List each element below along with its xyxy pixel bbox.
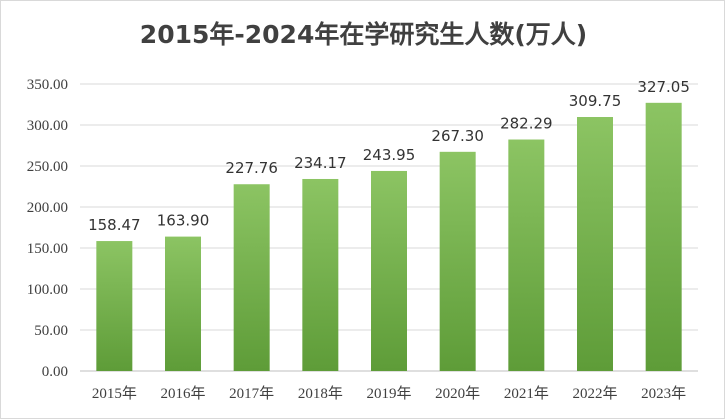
y-tick-label: 250.00	[27, 159, 68, 175]
bar	[645, 102, 682, 371]
x-tick-label: 2018年	[298, 385, 343, 402]
bar	[165, 236, 201, 371]
x-tick-label: 2023年	[641, 385, 686, 402]
bar	[577, 117, 613, 371]
y-tick-label: 50.00	[34, 323, 68, 339]
x-tick-label: 2017年	[229, 385, 274, 402]
y-tick-label: 150.00	[27, 241, 68, 257]
x-axis-ticks: 2015年 2016年 2017年 2018年 2019年 2020年 2021年 2022年…	[92, 385, 686, 402]
x-tick-label: 2021年	[504, 385, 549, 402]
data-label: 282.29	[500, 115, 553, 133]
data-label: 163.90	[157, 212, 210, 230]
y-tick-label: 200.00	[27, 200, 68, 216]
bar	[302, 178, 339, 371]
x-tick-label: 2022年	[572, 385, 617, 402]
y-tick-label: 0.00	[42, 364, 68, 380]
data-label: 267.30	[431, 127, 484, 145]
data-label: 327.05	[637, 78, 690, 96]
bar	[508, 139, 545, 371]
x-tick-label: 2019年	[366, 385, 411, 402]
y-tick-label: 100.00	[27, 282, 68, 298]
x-tick-label: 2016年	[160, 385, 205, 402]
bar	[439, 151, 476, 371]
bar	[371, 170, 407, 371]
x-tick-label: 2015年	[92, 385, 137, 402]
y-tick-label: 300.00	[27, 118, 68, 134]
bars	[96, 102, 682, 371]
y-axis-ticks: 0.00 50.00 100.00 150.00 200.00 250.00 300.00 3…	[27, 77, 68, 380]
data-label: 234.17	[294, 154, 347, 172]
data-labels: 158.47 163.90 227.76 234.17 243.95 267.30 282.…	[88, 78, 690, 234]
y-tick-label: 350.00	[27, 77, 68, 93]
data-label: 243.95	[363, 146, 416, 164]
bar	[96, 241, 133, 371]
bar	[233, 184, 270, 371]
chart-title: 2015年-2024年在学研究生人数(万人)	[139, 20, 588, 49]
data-label: 309.75	[569, 92, 622, 110]
data-label: 158.47	[88, 216, 141, 234]
data-label: 227.76	[225, 159, 278, 177]
x-tick-label: 2020年	[435, 385, 480, 402]
